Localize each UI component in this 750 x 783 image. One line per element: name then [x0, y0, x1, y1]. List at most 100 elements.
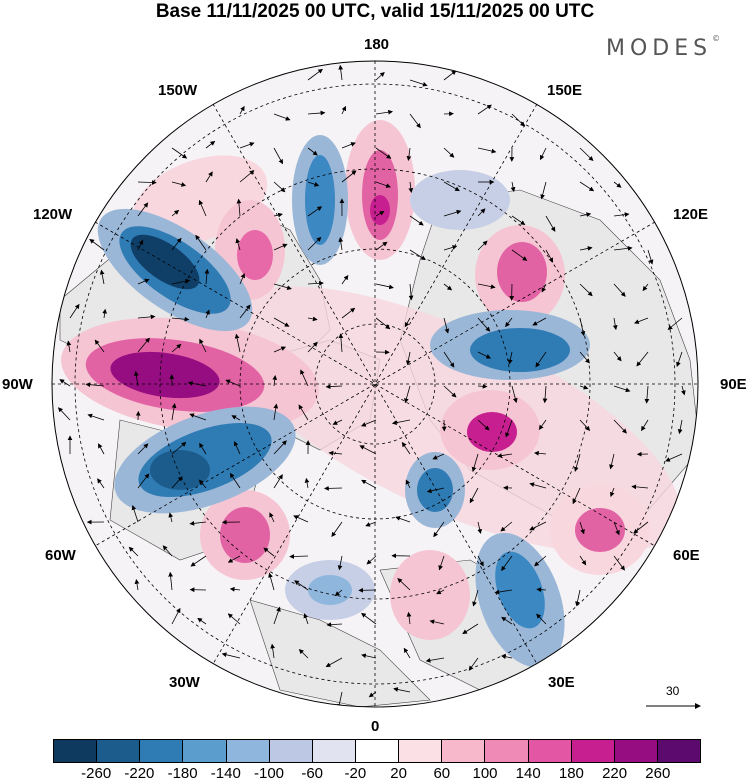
wind-vector	[634, 317, 649, 324]
wind-vector	[609, 453, 615, 470]
wind-vectors	[57, 64, 686, 707]
wind-vector	[494, 589, 513, 595]
wind-vector	[375, 147, 392, 159]
wind-vector	[307, 236, 322, 251]
colorbar-segment	[140, 740, 184, 762]
wind-vector	[137, 202, 149, 217]
wind-vector	[409, 113, 421, 129]
wind-vector	[579, 351, 590, 364]
wind-vector	[403, 647, 411, 659]
colorbar-segment	[614, 740, 658, 762]
wind-vector	[443, 181, 460, 192]
wind-vector	[137, 337, 150, 353]
wind-vector	[511, 215, 526, 226]
wind-vector	[137, 180, 157, 185]
colorbar-tick-label: 20	[390, 765, 407, 782]
colorbar-segment	[657, 740, 701, 762]
wind-vector	[505, 317, 513, 328]
wind-vector	[235, 238, 241, 251]
wind-vector	[341, 105, 347, 115]
colorbar-tick-label: -100	[253, 765, 285, 782]
wind-vector	[540, 147, 547, 161]
colorbar-tick-label: -140	[210, 765, 241, 782]
wind-vector	[511, 249, 528, 261]
wind-vector	[404, 317, 411, 328]
lon-label-180: 180	[364, 36, 390, 53]
wind-vector	[341, 170, 357, 183]
wind-vector	[85, 382, 105, 388]
wind-vector	[534, 450, 547, 456]
wind-vector	[667, 317, 683, 331]
wind-vector	[613, 521, 620, 536]
wind-vector	[326, 622, 343, 628]
wind-vector	[338, 64, 344, 81]
wind-vector	[507, 351, 513, 365]
wind-vector	[337, 555, 343, 571]
wind-vector	[307, 181, 320, 187]
colorbar-tick-label: 180	[558, 765, 584, 782]
wind-vector	[497, 453, 513, 458]
wind-vector	[97, 478, 105, 489]
wind-vector	[59, 379, 71, 387]
colorbar-tick-label: -60	[301, 765, 324, 782]
wind-vector	[171, 209, 180, 217]
wind-vector	[408, 181, 414, 193]
wind-vector	[613, 351, 622, 362]
wind-vector	[477, 240, 488, 251]
lon-label-150e: 150E	[547, 82, 583, 99]
wind-vector	[579, 147, 594, 162]
wind-vector	[612, 317, 618, 331]
wind-vector	[540, 181, 547, 200]
wind-vector	[361, 419, 377, 427]
lon-label-150w: 150W	[158, 82, 198, 99]
wind-vector	[270, 643, 276, 659]
wind-vector	[171, 147, 188, 159]
wind-vector	[433, 521, 445, 538]
wind-vector	[676, 351, 683, 367]
wind-vector	[273, 181, 286, 193]
colorbar-segment	[442, 740, 486, 762]
wind-vector	[231, 415, 241, 421]
wind-vector	[273, 403, 279, 421]
wind-vector	[681, 385, 686, 396]
wind-vector	[401, 441, 411, 455]
wind-vector	[361, 479, 377, 489]
graticule	[52, 61, 698, 707]
wind-vector	[477, 521, 483, 534]
colorbar-ticks: -260 -220 -180 -140 -100 -60 -20 20 60 100 140 180 2…	[53, 765, 701, 783]
wind-vector	[137, 314, 156, 320]
lon-label-120w: 120W	[33, 206, 73, 223]
wind-vector	[307, 147, 318, 156]
wind-vector	[542, 385, 548, 404]
wind-vector	[239, 105, 245, 115]
wind-vector	[304, 477, 310, 489]
wind-vector	[579, 555, 587, 566]
wind-vector	[477, 555, 484, 567]
modes-logo: MODES©	[606, 34, 721, 61]
wind-vector	[443, 209, 462, 217]
wind-vector	[325, 657, 343, 667]
wind-vector	[535, 351, 547, 368]
wind-vector	[229, 472, 241, 489]
wind-vector	[375, 210, 385, 217]
wind-vector	[406, 611, 412, 625]
wind-vector	[229, 586, 241, 592]
wind-vector	[69, 303, 80, 319]
wind-vector	[395, 516, 411, 523]
wind-vector	[500, 521, 513, 532]
wind-vector	[647, 249, 654, 265]
wind-vector	[536, 587, 547, 593]
wind-vector	[189, 413, 207, 421]
wind-vector	[205, 309, 210, 319]
lon-label-120e: 120E	[673, 206, 709, 223]
wind-vector	[221, 652, 241, 659]
wind-vector	[538, 419, 547, 430]
lon-label-60w: 60W	[45, 547, 76, 564]
colorbar-tick-label: 260	[645, 765, 671, 782]
colorbar-segment	[269, 740, 313, 762]
wind-vector	[273, 212, 283, 218]
wind-vector	[609, 487, 615, 498]
wind-vector	[393, 687, 411, 693]
wind-vector	[239, 304, 251, 319]
wind-vector	[87, 413, 105, 421]
